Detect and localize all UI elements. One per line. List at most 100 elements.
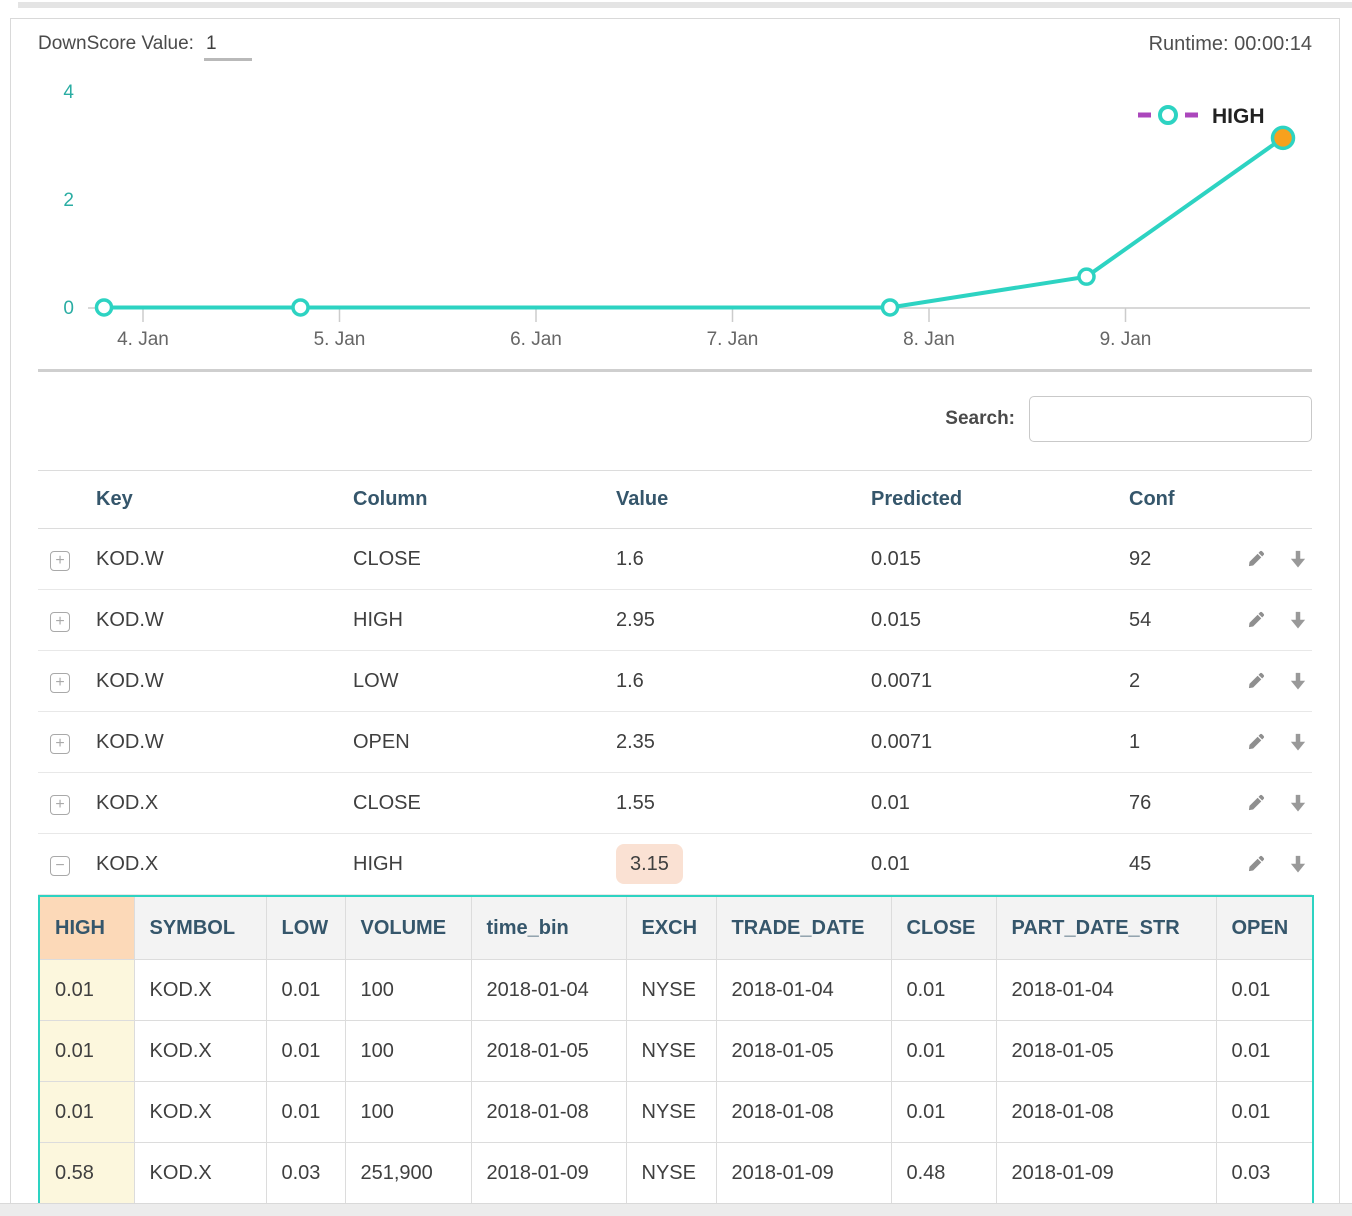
expand-row-button[interactable]: +	[50, 734, 70, 754]
detail-cell: 0.01	[266, 1021, 345, 1082]
table-row: −KOD.XHIGH3.150.0145	[38, 834, 1312, 895]
x-tick-label: 4. Jan	[117, 329, 169, 350]
y-tick-label: 2	[63, 190, 74, 211]
x-tick-label: 8. Jan	[903, 329, 955, 350]
value-cell: 2.35	[616, 731, 871, 754]
key-cell: KOD.X	[96, 792, 353, 815]
detail-cell: 0.01	[1216, 960, 1313, 1021]
predicted-cell: 0.0071	[871, 670, 1129, 693]
detail-cell: KOD.X	[134, 1082, 266, 1143]
arrow-down-icon[interactable]	[1288, 549, 1308, 569]
detail-cell: 2018-01-09	[996, 1143, 1216, 1205]
detail-cell: 2018-01-09	[471, 1143, 626, 1205]
detail-cell: 0.01	[266, 960, 345, 1021]
conf-cell: 76	[1129, 792, 1246, 815]
row-actions	[1246, 854, 1314, 874]
arrow-down-icon[interactable]	[1288, 854, 1308, 874]
y-tick-label: 0	[63, 298, 74, 319]
search-row: Search:	[38, 394, 1312, 444]
detail-column-header-high: HIGH	[39, 896, 134, 960]
column-header-predicted: Predicted	[871, 488, 1129, 511]
value-cell: 1.55	[616, 792, 871, 815]
edit-icon[interactable]	[1246, 610, 1266, 630]
detail-cell: NYSE	[626, 960, 716, 1021]
table-row: +KOD.WLOW1.60.00712	[38, 651, 1312, 712]
legend-item-high[interactable]: HIGH	[1138, 105, 1265, 128]
column-header-conf: Conf	[1129, 488, 1246, 511]
highlighted-value: 3.15	[616, 844, 683, 884]
detail-cell: 0.01	[39, 1082, 134, 1143]
row-actions	[1246, 549, 1314, 569]
detail-column-header-volume: VOLUME	[345, 896, 471, 960]
detail-column-header-open: OPEN	[1216, 896, 1313, 960]
detail-cell: 100	[345, 1021, 471, 1082]
arrow-down-icon[interactable]	[1288, 793, 1308, 813]
expand-row-button[interactable]: +	[50, 612, 70, 632]
conf-cell: 1	[1129, 731, 1246, 754]
detail-cell: 0.03	[1216, 1143, 1313, 1205]
detail-row: 0.01KOD.X0.011002018-01-08NYSE2018-01-08…	[39, 1082, 1313, 1143]
column-header-value: Value	[616, 488, 871, 511]
search-label: Search:	[945, 408, 1015, 430]
search-input[interactable]	[1029, 396, 1312, 442]
detail-cell: 0.58	[39, 1143, 134, 1205]
detail-column-header-low: LOW	[266, 896, 345, 960]
column-cell: CLOSE	[353, 548, 616, 571]
predicted-cell: 0.015	[871, 548, 1129, 571]
runtime-label: Runtime: 00:00:14	[1149, 33, 1312, 56]
detail-cell: NYSE	[626, 1082, 716, 1143]
edit-icon[interactable]	[1246, 549, 1266, 569]
column-header-column: Column	[353, 488, 616, 511]
downscore-input[interactable]	[204, 33, 252, 61]
series-line-high	[104, 138, 1283, 308]
arrow-down-icon[interactable]	[1288, 732, 1308, 752]
data-point[interactable]	[293, 300, 308, 315]
detail-cell: 2018-01-05	[996, 1021, 1216, 1082]
x-tick-label: 5. Jan	[314, 329, 366, 350]
top-scrollbar-track	[18, 2, 1352, 8]
card-header: DownScore Value: Runtime: 00:00:14	[38, 33, 1312, 67]
section-divider	[38, 369, 1312, 372]
edit-icon[interactable]	[1246, 854, 1266, 874]
collapse-row-button[interactable]: −	[50, 856, 70, 876]
edit-icon[interactable]	[1246, 793, 1266, 813]
arrow-down-icon[interactable]	[1288, 671, 1308, 691]
detail-column-header-exch: EXCH	[626, 896, 716, 960]
arrow-down-icon[interactable]	[1288, 610, 1308, 630]
row-actions	[1246, 671, 1314, 691]
detail-cell: 251,900	[345, 1143, 471, 1205]
detail-column-header-time_bin: time_bin	[471, 896, 626, 960]
conf-cell: 54	[1129, 609, 1246, 632]
detail-cell: 2018-01-04	[996, 960, 1216, 1021]
column-cell: HIGH	[353, 853, 616, 876]
data-point[interactable]	[883, 300, 898, 315]
expand-row-button[interactable]: +	[50, 551, 70, 571]
edit-icon[interactable]	[1246, 671, 1266, 691]
detail-cell: 0.01	[39, 1021, 134, 1082]
detail-cell: 100	[345, 1082, 471, 1143]
detail-cell: 0.01	[891, 960, 996, 1021]
detail-cell: 0.01	[39, 960, 134, 1021]
downscore-field: DownScore Value:	[38, 33, 252, 61]
detail-column-header-trade_date: TRADE_DATE	[716, 896, 891, 960]
expand-row-button[interactable]: +	[50, 673, 70, 693]
value-cell: 1.6	[616, 548, 871, 571]
data-point[interactable]	[1079, 269, 1094, 284]
detail-row: 0.01KOD.X0.011002018-01-04NYSE2018-01-04…	[39, 960, 1313, 1021]
bottom-scrollbar-track	[0, 1203, 1352, 1216]
edit-icon[interactable]	[1246, 732, 1266, 752]
expanded-detail-section: HIGHSYMBOLLOWVOLUMEtime_binEXCHTRADE_DAT…	[38, 895, 1312, 1205]
column-cell: HIGH	[353, 609, 616, 632]
y-tick-label: 4	[63, 82, 74, 103]
detail-row: 0.58KOD.X0.03251,9002018-01-09NYSE2018-0…	[39, 1143, 1313, 1205]
detail-cell: 2018-01-04	[716, 960, 891, 1021]
table-row: +KOD.WOPEN2.350.00711	[38, 712, 1312, 773]
data-point[interactable]	[97, 300, 112, 315]
row-actions	[1246, 610, 1314, 630]
column-cell: CLOSE	[353, 792, 616, 815]
expand-row-button[interactable]: +	[50, 795, 70, 815]
x-tick-label: 7. Jan	[707, 329, 759, 350]
legend-label: HIGH	[1212, 105, 1265, 128]
data-point-latest[interactable]	[1273, 127, 1294, 148]
results-table: KeyColumnValuePredictedConf+KOD.WCLOSE1.…	[38, 470, 1312, 895]
